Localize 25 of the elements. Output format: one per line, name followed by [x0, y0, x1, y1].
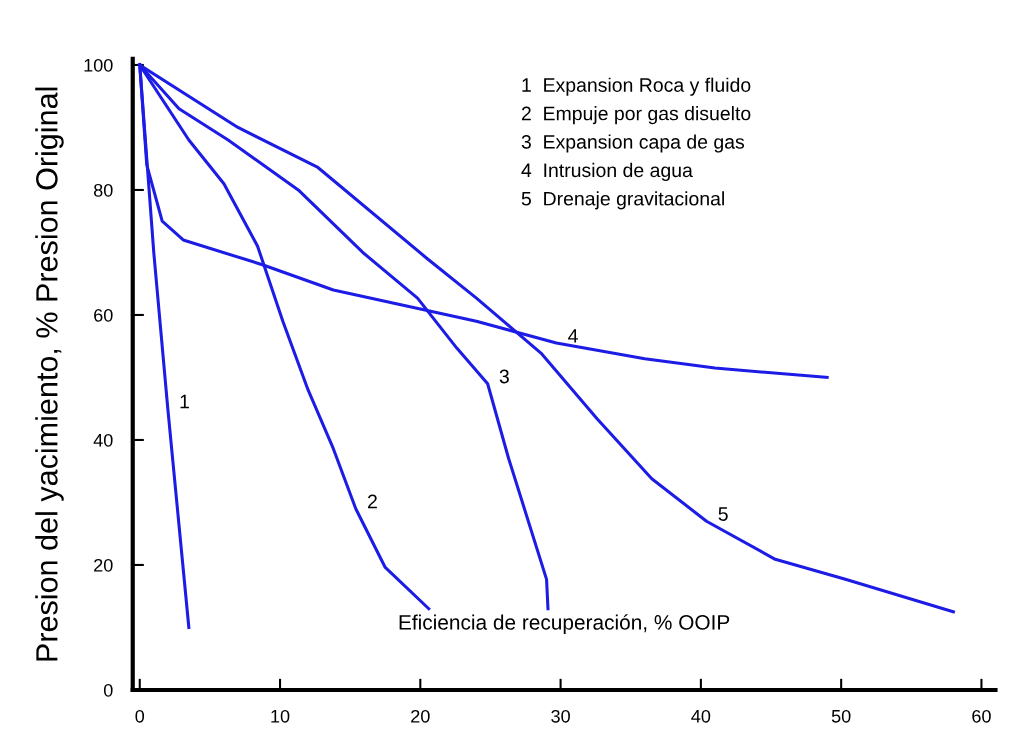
x-tick-label: 60 — [972, 709, 991, 723]
annotation: 3 Expansion capa de gas — [521, 134, 745, 153]
y-tick-label: 20 — [94, 558, 113, 572]
annotation: 1 Expansion Roca y fluido — [522, 77, 751, 96]
series-label: 4 — [568, 329, 578, 343]
y-tick-label: 80 — [93, 183, 113, 197]
annotation: 5 Drenaje gravitacional — [521, 191, 724, 210]
x-tick-label: 0 — [135, 709, 145, 723]
annotation: 2 Empuje por gas disuelto — [521, 106, 751, 125]
x-tick-label: 50 — [831, 709, 851, 723]
y-tick-label: 100 — [84, 58, 113, 72]
x-tick-label: 40 — [691, 709, 711, 723]
series-label: 1 — [180, 394, 189, 409]
x-tick-label: 20 — [411, 709, 430, 723]
series-label: 5 — [718, 507, 728, 521]
y-axis-title: Presion del yacimiento, % Presion Original — [35, 87, 64, 661]
x-tick-label: 10 — [271, 709, 290, 723]
annotation: 4 Intrusion de agua — [521, 162, 693, 181]
y-tick-label: 60 — [94, 308, 113, 322]
x-axis-title: Eficiencia de recuperación, % OOIP — [399, 614, 730, 634]
y-tick-label: 0 — [103, 683, 113, 697]
y-tick-label: 40 — [93, 433, 113, 447]
x-tick-label: 30 — [551, 709, 570, 723]
series-label: 2 — [368, 494, 377, 509]
series-label: 3 — [499, 369, 509, 384]
